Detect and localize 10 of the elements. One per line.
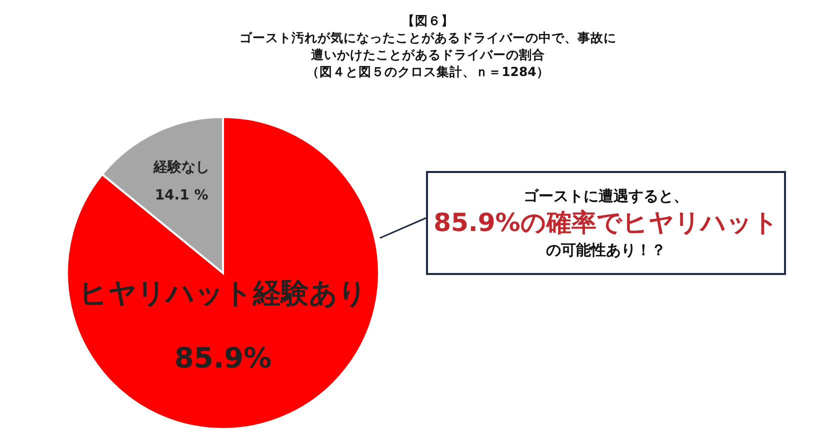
text: （図４と図５のクロス集計、ｎ＝1284） (306, 63, 550, 80)
text: 85.9%の確率でヒヤリハット (432, 207, 780, 239)
text: ゴースト汚れが気になったことがあるドライバーの中で、事故に遭いかけたことがあるドライバーの割合 (238, 29, 618, 63)
data-label: 14.1 % (154, 188, 208, 204)
text: の可能性あり！？ (545, 240, 667, 261)
data-label: 85.9% (174, 342, 272, 375)
text: 【図６】 (401, 12, 455, 29)
text: ゴーストに遭遇すると、 (522, 186, 690, 207)
slice-label: 経験なし (152, 160, 210, 176)
slice-label: ヒヤリハット経験あり (79, 276, 367, 310)
